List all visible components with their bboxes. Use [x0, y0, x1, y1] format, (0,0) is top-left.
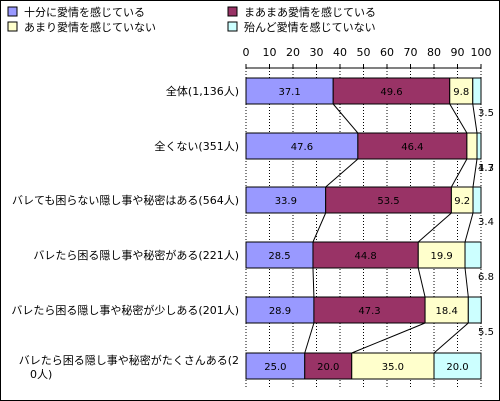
data-label-2-3: 4.3 [478, 163, 494, 174]
series-line-1-3 [472, 103, 478, 134]
bar-segment-4-2 [312, 241, 419, 269]
series-line-1-1 [332, 103, 359, 134]
bar-segment-3-2 [325, 186, 452, 214]
category-label-5: バレたら困る隠し事や秘密が少しある(201人) [11, 303, 239, 317]
data-label-5-1: 28.9 [269, 306, 291, 317]
x-tick-label-40: 40 [333, 46, 347, 59]
legend-label-2: まあまあ愛情を感じている [244, 6, 376, 19]
x-tick-label-80: 80 [427, 46, 441, 59]
series-line-4-1 [312, 267, 315, 298]
data-label-6-4: 20.0 [446, 362, 468, 373]
category-label-6: バレたら困る隠し事や秘密がたくさんある(2 0人) [19, 353, 239, 381]
data-label-4-1: 28.5 [268, 251, 290, 262]
bar-segment-4-1 [245, 241, 314, 269]
x-tick-label-30: 30 [310, 46, 324, 59]
data-label-1-1: 37.1 [278, 87, 300, 98]
data-label-3-4: 3.4 [478, 217, 494, 228]
legend-swatch-4 [227, 21, 238, 32]
data-label-4-3: 19.9 [431, 251, 453, 262]
data-label-4-2: 44.8 [354, 251, 376, 262]
series-line-5-2 [351, 322, 426, 354]
x-tick-label-90: 90 [451, 46, 465, 59]
series-line-4-2 [417, 267, 426, 298]
data-label-4-4: 6.8 [478, 272, 494, 283]
bar-segment-4-3 [417, 241, 466, 269]
data-label-3-2: 53.5 [377, 196, 399, 207]
data-label-6-2: 20.0 [317, 362, 339, 373]
x-tick-label-70: 70 [404, 46, 418, 59]
bar-segment-4-4 [464, 241, 482, 269]
series-line-3-1 [312, 212, 327, 243]
data-label-2-1: 47.6 [291, 142, 313, 153]
bar-segment-5-3 [424, 296, 469, 324]
legend-swatch-1 [7, 6, 18, 17]
legend-label-1: 十分に愛情を感じている [24, 5, 145, 19]
series-line-2-2 [450, 158, 468, 188]
data-label-6-3: 35.0 [382, 362, 404, 373]
bar-segment-3-1 [245, 186, 327, 214]
x-tick-label-100: 100 [471, 46, 492, 59]
data-label-1-4: 3.5 [478, 108, 494, 119]
x-tick-label-20: 20 [286, 46, 300, 59]
legend-label-3: あまり愛情を感じていない [24, 21, 156, 34]
bar-segment-2-3 [466, 132, 478, 160]
x-tick-label-60: 60 [380, 46, 394, 59]
series-line-5-3 [433, 322, 469, 354]
data-label-6-1: 25.0 [264, 362, 286, 373]
bar-segment-5-1 [245, 296, 315, 324]
legend-label-4: 殆んど愛情を感じていない [244, 20, 376, 34]
x-tick-label-10: 10 [263, 46, 277, 59]
data-label-5-2: 47.3 [358, 306, 380, 317]
data-label-2-2: 46.4 [401, 142, 423, 153]
bar-segment-6-4 [433, 352, 482, 380]
category-label-1: 全体(1,136人) [166, 84, 239, 98]
bar-segment-1-1 [245, 77, 334, 105]
series-line-3-2 [417, 212, 452, 243]
bar-segment-6-1 [245, 352, 306, 380]
bar-segment-2-4 [476, 132, 482, 160]
series-line-2-1 [325, 158, 359, 188]
data-label-3-3: 9.2 [454, 196, 470, 207]
data-label-1-2: 49.6 [380, 87, 402, 98]
x-tick-label-0: 0 [243, 46, 250, 59]
bar-segment-3-4 [472, 186, 482, 214]
bar-segment-2-1 [245, 132, 359, 160]
data-label-5-4: 5.5 [478, 327, 494, 338]
bar-segment-6-3 [351, 352, 435, 380]
data-label-3-1: 33.9 [275, 196, 297, 207]
data-label-5-3: 18.4 [436, 306, 458, 317]
legend-swatch-2 [227, 6, 238, 17]
series-line-4-3 [464, 267, 469, 298]
series-line-1-2 [449, 103, 468, 134]
bar-segment-1-4 [472, 77, 482, 105]
category-label-3: バレても困らない隠し事や秘密はある(564人) [12, 193, 239, 207]
category-label-4: バレたら困る隠し事や秘密がある(221人) [33, 248, 239, 262]
bar-segment-6-2 [304, 352, 353, 380]
bar-segment-5-4 [467, 296, 482, 324]
series-line-5-1 [304, 322, 315, 354]
bar-segment-5-2 [313, 296, 426, 324]
data-label-2-4: 1.7 [478, 163, 494, 174]
legend-swatch-3 [7, 21, 18, 32]
x-tick-label-50: 50 [357, 46, 371, 59]
series-line-2-3 [472, 158, 478, 188]
series-line-3-3 [464, 212, 474, 243]
category-label-2: 全くない(351人) [154, 139, 239, 153]
data-label-1-3: 9.8 [453, 87, 469, 98]
